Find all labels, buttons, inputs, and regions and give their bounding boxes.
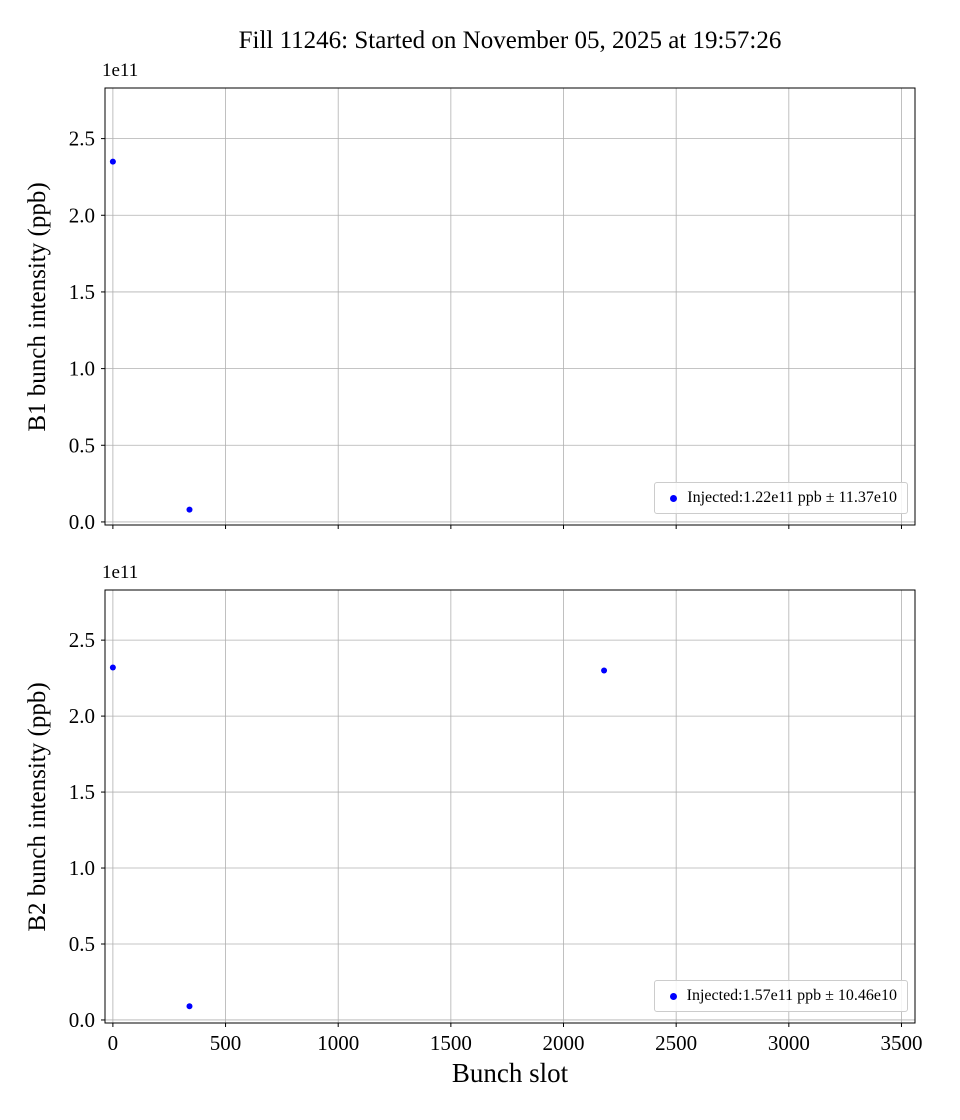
svg-text:2000: 2000 [543, 1031, 585, 1055]
b2-legend: Injected:1.57e11 ppb ± 10.46e10 [653, 980, 908, 1012]
svg-text:1.5: 1.5 [69, 780, 95, 804]
svg-text:1000: 1000 [317, 1031, 359, 1055]
b2-legend-marker-dot-icon [669, 992, 677, 1000]
b1-y-offset-text: 1e11 [102, 60, 139, 81]
svg-text:0.0: 0.0 [69, 510, 95, 534]
svg-text:3500: 3500 [880, 1031, 922, 1055]
svg-text:1.0: 1.0 [69, 856, 95, 880]
svg-text:1.5: 1.5 [69, 280, 95, 304]
svg-text:2.5: 2.5 [69, 127, 95, 151]
svg-text:2.0: 2.0 [69, 203, 95, 227]
b2-scatter-plot: 0.0 0.5 1.0 1.5 2.0 2.5 0 500 1000 1500 2000 2500 30… [69, 589, 922, 1055]
b2-y-offset-text: 1e11 [102, 562, 139, 583]
svg-text:2.5: 2.5 [69, 628, 95, 652]
b2-legend-label: Injected:1.57e11 ppb ± 10.46e10 [686, 987, 897, 1004]
svg-text:1500: 1500 [430, 1031, 472, 1055]
b1-legend-label: Injected:1.22e11 ppb ± 11.37e10 [687, 489, 897, 506]
b1-y-axis-label: B1 bunch intensity (ppb) [24, 181, 51, 432]
b1-scatter-plot: 0.0 0.5 1.0 1.5 2.0 2.5 [69, 87, 916, 534]
b1-legend-marker-dot-icon [670, 494, 678, 502]
svg-text:500: 500 [210, 1031, 242, 1055]
svg-text:2500: 2500 [655, 1031, 697, 1055]
subplot-b1: 1e11 B1 bunch intensity (ppb) 0.0 0.5 1.0 1… [24, 60, 916, 534]
subplot-b2: 1e11 B2 bunch intensity (ppb) 0.0 0.5 1.0 1… [24, 562, 922, 1055]
b1-legend: Injected:1.22e11 ppb ± 11.37e10 [654, 482, 908, 514]
svg-text:3000: 3000 [768, 1031, 810, 1055]
b2-y-axis-label: B2 bunch intensity (ppb) [24, 681, 51, 932]
svg-text:2.0: 2.0 [69, 704, 95, 728]
svg-text:1.0: 1.0 [69, 357, 95, 381]
svg-text:0.5: 0.5 [69, 932, 95, 956]
svg-text:0.5: 0.5 [69, 433, 95, 457]
svg-text:0: 0 [108, 1031, 119, 1055]
svg-text:0.0: 0.0 [69, 1008, 95, 1032]
figure-title: Fill 11246: Started on November 05, 2025… [238, 27, 782, 54]
x-axis-label: Bunch slot [451, 1058, 569, 1088]
